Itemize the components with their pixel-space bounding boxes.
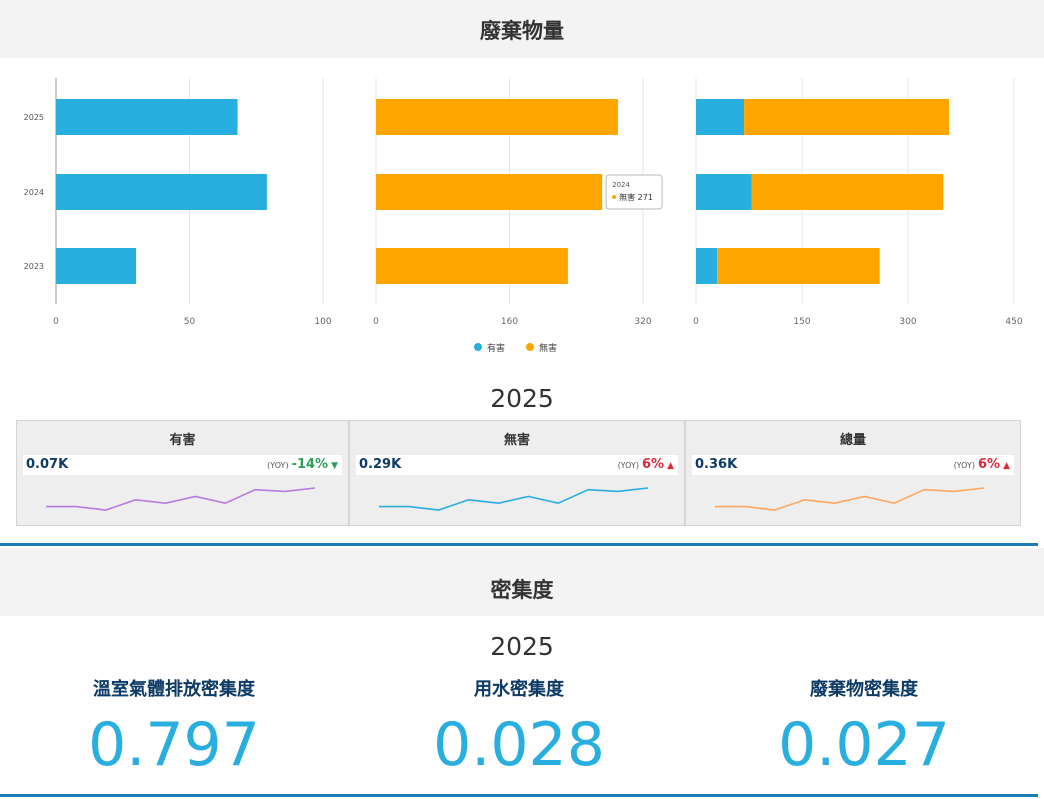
waste-bar-chart: 0 50 100 2025 2024 2023 0 160 320 0 150 300 450 2024 無… bbox=[24, 78, 1023, 354]
yoy-tag: (YOY) bbox=[617, 461, 639, 470]
legend-marker bbox=[526, 343, 534, 351]
arrow-up-icon: ▲ bbox=[1003, 461, 1010, 471]
sparkline bbox=[46, 487, 316, 511]
density-item-water: 用水密集度 0.028 bbox=[349, 675, 689, 785]
kpi-year: 2025 bbox=[490, 384, 554, 413]
kpi-card-nonhazardous: 無害 0.29K (YOY) 6% ▲ bbox=[349, 420, 685, 526]
kpi-title: 有害 bbox=[169, 433, 196, 448]
density-value: 0.027 bbox=[778, 710, 950, 780]
bar bbox=[376, 174, 603, 210]
kpi-yoy: (YOY) 6% ▲ bbox=[618, 457, 674, 472]
sparkline-line bbox=[715, 487, 985, 511]
density-item-ghg: 溫室氣體排放密集度 0.797 bbox=[4, 675, 344, 785]
tooltip-dot bbox=[612, 195, 617, 199]
x-tick-label: 300 bbox=[899, 317, 916, 327]
yoy-value: -14% bbox=[291, 457, 329, 472]
density-label: 用水密集度 bbox=[474, 679, 564, 700]
sparkline bbox=[715, 487, 985, 511]
bar bbox=[696, 99, 745, 135]
x-tick-label: 450 bbox=[1005, 317, 1022, 327]
sparkline bbox=[379, 487, 649, 511]
kpi-value: 0.29K bbox=[359, 457, 402, 472]
waste-section-title: 廢棄物量 bbox=[0, 0, 1044, 58]
x-tick-label: 160 bbox=[501, 317, 518, 327]
x-tick-label: 0 bbox=[53, 317, 59, 327]
density-label: 廢棄物密集度 bbox=[810, 679, 918, 700]
kpi-value-bar: 0.29K (YOY) 6% ▲ bbox=[356, 455, 678, 475]
bar bbox=[696, 174, 752, 210]
bar bbox=[376, 99, 618, 135]
kpi-value-bar: 0.36K (YOY) 6% ▲ bbox=[692, 455, 1014, 475]
kpi-yoy: (YOY) -14% ▼ bbox=[267, 457, 338, 472]
bar bbox=[56, 99, 238, 135]
kpi-value: 0.36K bbox=[695, 457, 738, 472]
bar bbox=[376, 248, 568, 284]
density-value: 0.028 bbox=[433, 710, 605, 780]
bar bbox=[744, 99, 949, 135]
bar bbox=[696, 248, 718, 284]
kpi-card-total: 總量 0.36K (YOY) 6% ▲ bbox=[685, 420, 1021, 526]
kpi-title: 總量 bbox=[839, 433, 866, 448]
legend-marker bbox=[474, 343, 482, 351]
tooltip-box bbox=[605, 174, 663, 210]
sparkline-line bbox=[46, 487, 316, 511]
density-year: 2025 bbox=[490, 632, 554, 661]
sparkline-line bbox=[379, 487, 649, 511]
kpi-value: 0.07K bbox=[26, 457, 69, 472]
density-section-title: 密集度 bbox=[0, 548, 1044, 616]
x-tick-label: 100 bbox=[314, 317, 331, 327]
bar bbox=[751, 174, 944, 210]
arrow-down-icon: ▼ bbox=[331, 461, 338, 471]
bar bbox=[56, 248, 137, 284]
kpi-yoy: (YOY) 6% ▲ bbox=[954, 457, 1010, 472]
yoy-tag: (YOY) bbox=[953, 461, 975, 470]
y-tick-label: 2023 bbox=[24, 262, 44, 271]
bar bbox=[56, 174, 267, 210]
tooltip-label: 無害 271 bbox=[619, 192, 653, 202]
bar bbox=[717, 248, 880, 284]
kpi-card-hazardous: 有害 0.07K (YOY) -14% ▼ bbox=[16, 420, 349, 526]
legend-label: 有害 bbox=[487, 342, 505, 354]
tooltip-year: 2024 bbox=[612, 181, 630, 189]
x-tick-label: 50 bbox=[184, 317, 196, 327]
density-label: 溫室氣體排放密集度 bbox=[93, 679, 255, 700]
yoy-tag: (YOY) bbox=[267, 461, 289, 470]
x-tick-label: 0 bbox=[373, 317, 379, 327]
y-tick-label: 2025 bbox=[24, 113, 44, 122]
yoy-value: 6% bbox=[642, 457, 665, 472]
bottom-divider bbox=[0, 794, 1038, 797]
x-tick-label: 150 bbox=[793, 317, 810, 327]
kpi-value-bar: 0.07K (YOY) -14% ▼ bbox=[23, 455, 342, 475]
kpi-title: 無害 bbox=[503, 433, 530, 448]
density-value: 0.797 bbox=[88, 710, 260, 780]
density-item-waste: 廢棄物密集度 0.027 bbox=[694, 675, 1034, 785]
section-divider bbox=[0, 543, 1038, 546]
x-tick-label: 0 bbox=[693, 317, 699, 327]
y-tick-label: 2024 bbox=[24, 188, 44, 197]
arrow-up-icon: ▲ bbox=[667, 461, 674, 471]
yoy-value: 6% bbox=[978, 457, 1001, 472]
x-tick-label: 320 bbox=[634, 317, 651, 327]
legend-label: 無害 bbox=[539, 342, 557, 354]
